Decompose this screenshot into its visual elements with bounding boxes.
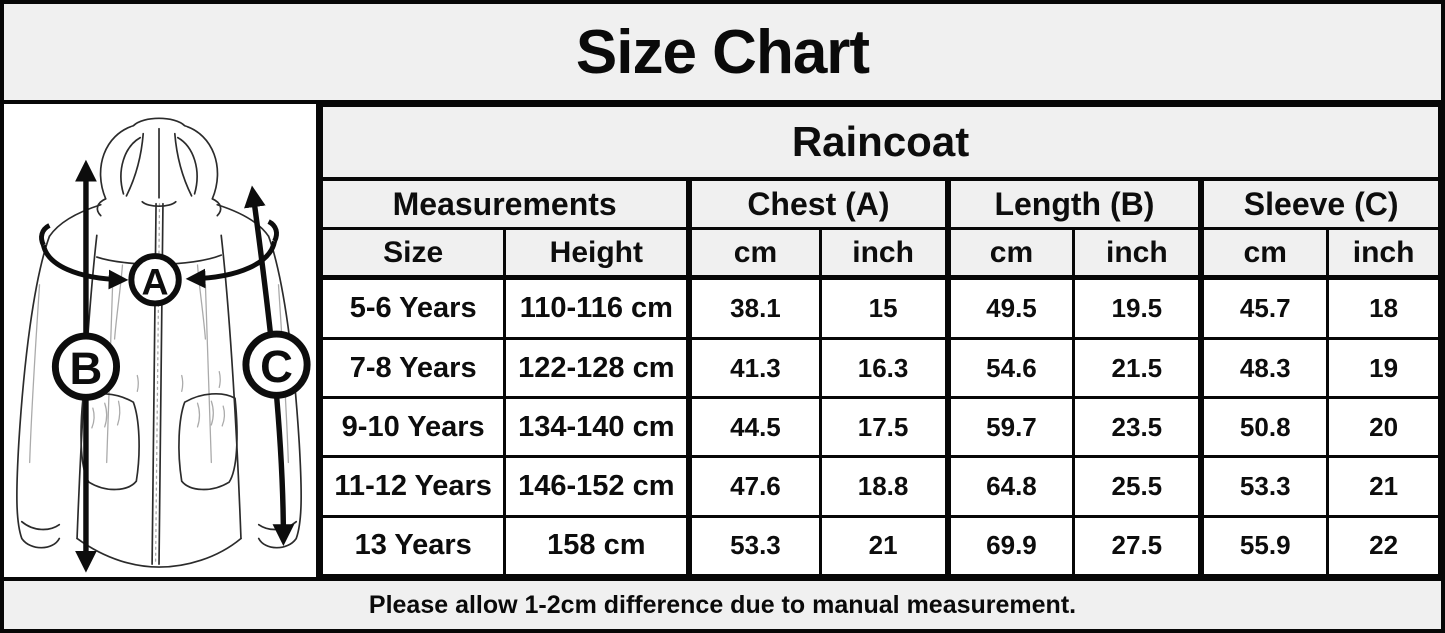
col-header-sleeve-cm: cm	[1198, 227, 1330, 280]
column-header-row: Size Height cm inch cm inch cm inch	[319, 227, 1441, 280]
cell-chest-inch: 18.8	[818, 455, 950, 518]
cell-chest-inch: 15	[818, 276, 950, 340]
col-group-sleeve: Sleeve (C)	[1198, 177, 1441, 230]
cell-height: 146-152 cm	[503, 455, 691, 518]
table-row: 11-12 Years 146-152 cm 47.6 18.8 64.8 25…	[319, 455, 1441, 518]
cell-length-inch: 23.5	[1072, 396, 1203, 459]
page-title: Size Chart	[575, 17, 870, 87]
cell-sleeve-inch: 19	[1326, 336, 1441, 400]
cell-size: 9-10 Years	[319, 396, 507, 459]
measurement-diagram-panel: B C	[4, 104, 320, 577]
cell-sleeve-inch: 18	[1326, 276, 1441, 340]
content-area: B C	[4, 104, 1441, 578]
label-c: C	[260, 341, 293, 392]
cell-chest-inch: 17.5	[818, 396, 950, 459]
cell-sleeve-cm: 45.7	[1198, 276, 1330, 340]
cell-length-cm: 49.5	[944, 276, 1076, 340]
label-b-badge: B	[51, 332, 121, 401]
raincoat-measurement-diagram: B C	[16, 117, 311, 573]
cell-sleeve-inch: 20	[1326, 396, 1441, 459]
cell-chest-cm: 44.5	[686, 396, 822, 459]
label-a: A	[142, 261, 169, 303]
footer-band: Please allow 1-2cm difference due to man…	[4, 577, 1441, 629]
col-header-chest-inch: inch	[818, 227, 950, 280]
cell-length-cm: 69.9	[944, 514, 1076, 578]
cell-length-inch: 27.5	[1072, 514, 1203, 578]
cell-length-cm: 64.8	[944, 455, 1076, 518]
cell-chest-cm: 53.3	[686, 514, 822, 578]
cell-size: 7-8 Years	[319, 336, 507, 400]
cell-sleeve-cm: 48.3	[1198, 336, 1330, 400]
label-a-badge: A	[128, 253, 182, 307]
product-title: Raincoat	[320, 104, 1441, 181]
table-row: 9-10 Years 134-140 cm 44.5 17.5 59.7 23.…	[319, 396, 1441, 459]
col-group-length: Length (B)	[944, 177, 1203, 230]
cell-height: 110-116 cm	[503, 276, 691, 340]
col-header-size: Size	[319, 227, 507, 280]
cell-size: 13 Years	[319, 514, 507, 578]
measurement-disclaimer: Please allow 1-2cm difference due to man…	[368, 591, 1077, 619]
cell-chest-inch: 16.3	[818, 336, 950, 400]
size-table: Raincoat Measurements Chest (A) Length (…	[319, 104, 1441, 578]
cell-sleeve-cm: 53.3	[1198, 455, 1330, 518]
product-header-row: Raincoat	[320, 104, 1441, 181]
col-header-length-cm: cm	[944, 227, 1076, 280]
col-header-height: Height	[503, 227, 691, 280]
cell-chest-cm: 38.1	[686, 276, 822, 340]
table-row: 5-6 Years 110-116 cm 38.1 15 49.5 19.5 4…	[319, 276, 1441, 340]
cell-chest-cm: 41.3	[686, 336, 822, 400]
cell-size: 11-12 Years	[319, 455, 507, 518]
col-group-chest: Chest (A)	[686, 177, 950, 230]
table-row: 13 Years 158 cm 53.3 21 69.9 27.5 55.9 2…	[319, 514, 1441, 578]
cell-length-inch: 25.5	[1072, 455, 1203, 518]
cell-sleeve-cm: 55.9	[1198, 514, 1330, 578]
col-group-measurements: Measurements	[320, 177, 691, 230]
cell-length-inch: 21.5	[1072, 336, 1203, 400]
col-header-chest-cm: cm	[686, 227, 822, 280]
cell-sleeve-cm: 50.8	[1198, 396, 1330, 459]
col-header-length-inch: inch	[1072, 227, 1203, 280]
label-c-badge: C	[242, 330, 311, 399]
column-group-row: Measurements Chest (A) Length (B) Sleeve…	[320, 177, 1441, 230]
cell-height: 134-140 cm	[503, 396, 691, 459]
cell-sleeve-inch: 21	[1326, 455, 1441, 518]
cell-size: 5-6 Years	[319, 276, 507, 340]
size-table-wrap: Raincoat Measurements Chest (A) Length (…	[319, 104, 1441, 578]
title-band: Size Chart	[4, 4, 1441, 104]
chest-measure-arrow	[39, 219, 279, 290]
table-row: 7-8 Years 122-128 cm 41.3 16.3 54.6 21.5…	[319, 336, 1441, 400]
cell-chest-cm: 47.6	[686, 455, 822, 518]
col-header-sleeve-inch: inch	[1326, 227, 1441, 280]
cell-chest-inch: 21	[818, 514, 950, 578]
cell-height: 122-128 cm	[503, 336, 691, 400]
cell-sleeve-inch: 22	[1326, 514, 1441, 578]
cell-length-inch: 19.5	[1072, 276, 1203, 340]
cell-length-cm: 59.7	[944, 396, 1076, 459]
cell-height: 158 cm	[503, 514, 691, 578]
cell-length-cm: 54.6	[944, 336, 1076, 400]
label-b: B	[70, 343, 103, 394]
